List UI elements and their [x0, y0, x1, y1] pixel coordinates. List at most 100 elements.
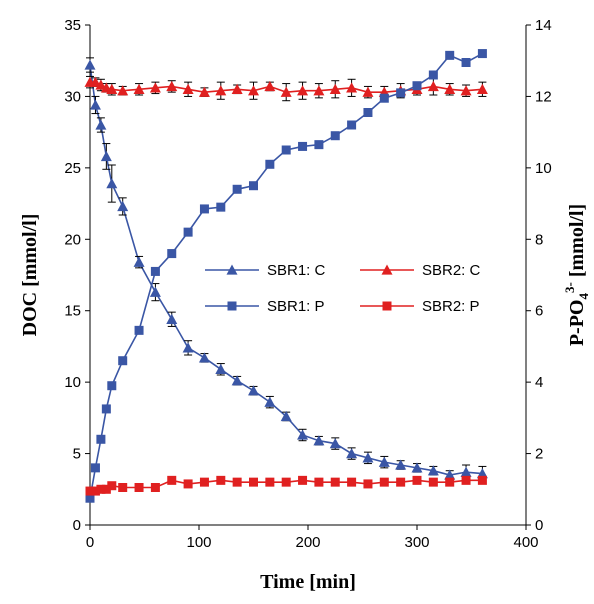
data-point [89, 76, 101, 87]
x-tick-label: 400 [513, 534, 538, 551]
y-left-tick-label: 30 [64, 88, 81, 105]
data-point [362, 86, 374, 97]
data-point [297, 85, 309, 96]
data-point [461, 58, 471, 67]
data-point [314, 140, 324, 150]
data-point [107, 481, 117, 491]
legend-marker [227, 301, 237, 311]
data-point [198, 352, 210, 363]
data-point [476, 83, 488, 94]
data-point [215, 85, 227, 96]
legend-item-sbr2-c: SBR2: C [360, 262, 481, 279]
data-point [95, 79, 107, 90]
series-sbr1-p [85, 49, 487, 503]
data-point [150, 483, 160, 492]
y-right-tick-label: 4 [535, 374, 543, 391]
data-point [85, 486, 95, 496]
data-point [85, 493, 95, 503]
data-point [232, 184, 242, 194]
series-sbr1-c [84, 57, 488, 482]
data-point [248, 85, 259, 96]
data-point [101, 484, 111, 494]
data-point [249, 181, 258, 191]
data-point [216, 202, 226, 212]
data-point [411, 462, 423, 473]
data-point [313, 435, 325, 446]
y-left-tick-label: 15 [64, 303, 81, 320]
data-point [461, 475, 471, 485]
y-left-tick-label: 0 [73, 517, 81, 534]
data-point [199, 204, 209, 214]
y-right-tick-label: 0 [535, 517, 543, 534]
y-axis-right-title-sub: 4 [576, 293, 591, 300]
x-tick-label: 200 [295, 534, 320, 551]
y-right-tick-label: 14 [535, 17, 552, 34]
data-point [134, 325, 144, 335]
legend-item-sbr1-p: SBR1: P [205, 298, 325, 315]
data-point [149, 286, 161, 297]
data-point [298, 475, 308, 485]
y-right-tick-label: 10 [535, 160, 552, 177]
data-point [149, 82, 161, 93]
data-point [314, 477, 324, 487]
data-point [396, 477, 406, 487]
legend-label: SBR2: P [422, 298, 480, 315]
y-axis-right-title-base: P-PO [566, 300, 588, 347]
data-point [90, 486, 100, 496]
data-point [281, 145, 291, 155]
x-axis-title: Time [min] [260, 571, 356, 593]
data-point [89, 99, 101, 110]
data-point [428, 70, 438, 80]
y-axis-right-title-sup: 3- [562, 282, 577, 293]
y-axis-left-title: DOC [mmol/l] [19, 214, 41, 337]
legend: SBR1: C SBR2: C SBR1: P SBR2: P [205, 262, 481, 315]
data-point [395, 459, 407, 470]
data-point [95, 119, 107, 130]
y-right-tick-label: 12 [535, 88, 552, 105]
legend-marker [226, 264, 238, 275]
data-point [167, 475, 177, 485]
data-point [297, 429, 309, 440]
y-right-tick-label: 8 [535, 231, 543, 248]
data-point [107, 381, 117, 391]
data-point [166, 313, 178, 324]
data-point [460, 466, 472, 477]
data-point [363, 108, 373, 117]
x-tick-label: 100 [186, 534, 211, 551]
data-point [444, 83, 456, 94]
data-point [476, 468, 488, 479]
legend-marker [381, 264, 393, 275]
data-point [101, 404, 111, 414]
data-point [167, 249, 177, 259]
y-right-tick-label: 2 [535, 446, 543, 463]
data-point [265, 477, 275, 487]
data-point [166, 80, 178, 92]
data-point [379, 477, 389, 487]
data-point [412, 81, 422, 91]
legend-item-sbr1-c: SBR1: C [205, 262, 326, 279]
data-point [117, 85, 129, 96]
data-point [444, 469, 456, 480]
data-point [215, 363, 227, 374]
y-axis-right-title-unit: [mmol/l] [566, 204, 588, 282]
data-point [182, 83, 194, 94]
data-point [96, 484, 106, 494]
data-point [264, 396, 276, 407]
data-point [150, 266, 160, 276]
data-point [133, 83, 145, 94]
legend-label: SBR1: P [267, 298, 325, 315]
legend-label: SBR1: C [267, 262, 326, 279]
data-point [106, 83, 118, 94]
data-point [231, 83, 243, 94]
data-point [362, 452, 374, 463]
data-point [378, 456, 390, 467]
data-point [379, 93, 389, 103]
data-point [106, 178, 118, 189]
legend-item-sbr2-p: SBR2: P [360, 298, 480, 315]
data-point [199, 477, 209, 487]
data-point [90, 463, 100, 473]
data-point [248, 385, 259, 396]
data-point [265, 159, 275, 169]
